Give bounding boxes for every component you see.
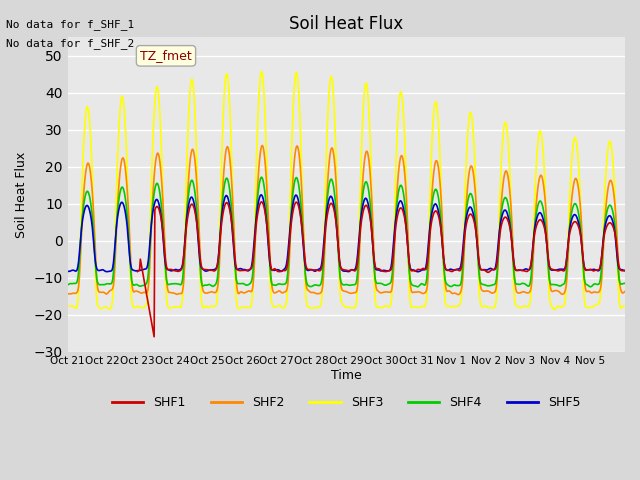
- SHF2: [281, 289, 289, 295]
- Line: SHF4: SHF4: [68, 177, 625, 287]
- Y-axis label: Soil Heat Flux: Soil Heat Flux: [15, 151, 28, 238]
- SHF3: [436, 146, 444, 152]
- SHF1: [404, 243, 412, 249]
- SHF3: [621, 304, 629, 310]
- SHF4: [414, 284, 422, 289]
- Line: SHF1: SHF1: [138, 202, 625, 337]
- SHF2: [64, 291, 72, 297]
- SHF2: [436, 177, 444, 182]
- SHF4: [436, 211, 444, 217]
- SHF1: [259, 201, 267, 207]
- SHF1: [280, 267, 288, 273]
- SHF5: [414, 269, 422, 275]
- Text: TZ_fmet: TZ_fmet: [140, 49, 192, 62]
- Legend: SHF1, SHF2, SHF3, SHF4, SHF5: SHF1, SHF2, SHF3, SHF4, SHF5: [108, 391, 586, 414]
- SHF2: [129, 288, 137, 294]
- SHF5: [621, 268, 629, 274]
- SHF2: [454, 292, 461, 298]
- X-axis label: Time: Time: [331, 369, 362, 382]
- Line: SHF5: SHF5: [68, 195, 625, 272]
- SHF3: [258, 69, 266, 74]
- SHF1: [435, 215, 443, 221]
- SHF1: [232, 260, 239, 266]
- SHF4: [232, 270, 239, 276]
- SHF5: [260, 199, 268, 205]
- SHF3: [129, 304, 137, 310]
- SHF5: [281, 265, 289, 271]
- Text: No data for f_SHF_2: No data for f_SHF_2: [6, 38, 134, 49]
- SHF2: [260, 148, 268, 154]
- SHF5: [64, 268, 72, 274]
- SHF2: [232, 263, 239, 269]
- SHF5: [436, 221, 444, 227]
- SHF4: [404, 258, 412, 264]
- Line: SHF3: SHF3: [68, 72, 625, 310]
- SHF3: [232, 284, 239, 290]
- SHF2: [404, 243, 412, 249]
- SHF1: [621, 267, 629, 273]
- Line: SHF2: SHF2: [68, 145, 625, 295]
- Text: No data for f_SHF_1: No data for f_SHF_1: [6, 19, 134, 30]
- SHF3: [281, 304, 289, 310]
- SHF5: [257, 192, 265, 198]
- SHF5: [129, 267, 137, 273]
- SHF4: [260, 182, 268, 188]
- SHF4: [281, 281, 289, 287]
- SHF4: [621, 280, 629, 286]
- SHF4: [129, 282, 137, 288]
- SHF3: [64, 303, 72, 309]
- SHF3: [404, 264, 412, 270]
- SHF5: [404, 252, 412, 258]
- SHF4: [258, 174, 266, 180]
- SHF3: [260, 88, 268, 94]
- Title: Soil Heat Flux: Soil Heat Flux: [289, 15, 403, 33]
- SHF4: [64, 282, 72, 288]
- SHF5: [232, 264, 239, 269]
- SHF2: [259, 143, 266, 148]
- SHF3: [550, 307, 558, 312]
- SHF2: [621, 288, 629, 294]
